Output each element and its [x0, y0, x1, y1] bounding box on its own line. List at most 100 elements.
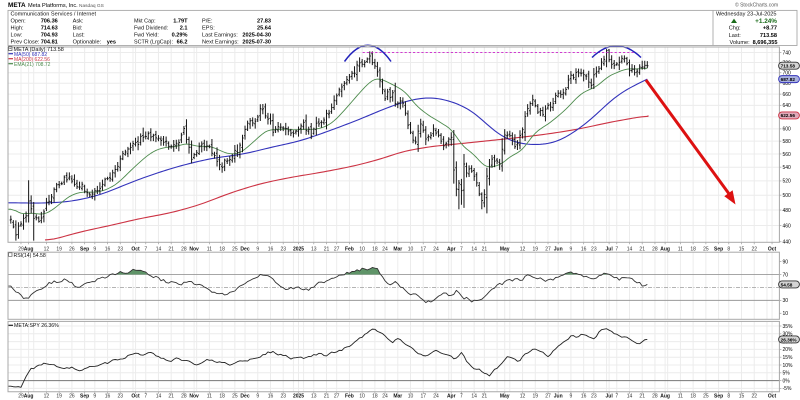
svg-text:14: 14 [471, 246, 477, 252]
svg-text:Jun: Jun [554, 246, 563, 252]
svg-text:28: 28 [181, 246, 187, 252]
svg-text:Volume:: Volume: [730, 40, 751, 46]
svg-text:10: 10 [359, 393, 365, 399]
svg-text:20%: 20% [783, 347, 794, 353]
svg-text:21: 21 [324, 246, 330, 252]
svg-text:MA(200) 622.56: MA(200) 622.56 [14, 57, 50, 63]
svg-text:RSI(14) 54.58: RSI(14) 54.58 [14, 253, 46, 259]
svg-text:7: 7 [460, 246, 463, 252]
svg-text:16: 16 [268, 393, 274, 399]
svg-text:660: 660 [783, 92, 792, 98]
svg-text:9: 9 [93, 393, 96, 399]
svg-text:11: 11 [207, 393, 212, 399]
svg-text:2025-04-30: 2025-04-30 [242, 33, 271, 39]
svg-text:27: 27 [545, 246, 551, 252]
svg-text:7: 7 [615, 393, 618, 399]
svg-text:11: 11 [207, 246, 212, 252]
svg-text:54.58: 54.58 [781, 282, 793, 287]
svg-text:713.58: 713.58 [760, 33, 777, 39]
svg-text:Jul: Jul [605, 246, 613, 252]
svg-text:480: 480 [783, 208, 792, 214]
svg-text:Prev Close:: Prev Close: [11, 40, 40, 46]
svg-text:Apr: Apr [447, 246, 456, 252]
svg-text:17: 17 [420, 246, 426, 252]
svg-text:-5%: -5% [783, 386, 792, 392]
svg-text:5%: 5% [783, 371, 791, 377]
svg-text:8: 8 [727, 246, 730, 252]
svg-text:12: 12 [520, 246, 526, 252]
svg-text:713.58: 713.58 [781, 64, 796, 69]
svg-text:8,696,355: 8,696,355 [753, 40, 778, 46]
svg-text:27.83: 27.83 [257, 19, 271, 25]
svg-text:25: 25 [232, 246, 238, 252]
svg-text:Jul: Jul [605, 393, 613, 399]
svg-text:Mkt Cap:: Mkt Cap: [134, 19, 156, 25]
svg-text:Sep: Sep [80, 393, 89, 399]
svg-text:704.81: 704.81 [41, 40, 58, 46]
svg-text:22: 22 [751, 246, 757, 252]
svg-text:19: 19 [532, 393, 538, 399]
svg-text:18: 18 [690, 393, 696, 399]
svg-text:yes: yes [107, 40, 116, 46]
svg-text:26: 26 [69, 246, 75, 252]
svg-text:21: 21 [168, 393, 174, 399]
svg-text:21: 21 [639, 393, 645, 399]
svg-text:21: 21 [168, 246, 174, 252]
svg-text:7: 7 [460, 393, 463, 399]
svg-text:28: 28 [652, 393, 658, 399]
svg-text:MA(50) 687.82: MA(50) 687.82 [14, 52, 47, 58]
svg-text:18: 18 [219, 246, 225, 252]
svg-text:9: 9 [93, 246, 96, 252]
svg-text:Aug: Aug [24, 246, 34, 252]
svg-text:Sep: Sep [714, 246, 723, 252]
svg-text:Aug: Aug [660, 393, 670, 399]
svg-text:16: 16 [268, 246, 274, 252]
svg-text:520: 520 [783, 179, 792, 185]
svg-text:21: 21 [482, 246, 488, 252]
svg-text:13: 13 [311, 393, 317, 399]
svg-text:27: 27 [334, 393, 340, 399]
svg-text:Feb: Feb [345, 246, 354, 252]
svg-text:Mar: Mar [393, 393, 402, 399]
svg-text:14: 14 [627, 246, 633, 252]
svg-text:580: 580 [783, 139, 792, 145]
svg-text:23: 23 [117, 246, 123, 252]
svg-text:Aug: Aug [24, 393, 34, 399]
svg-text:640: 640 [783, 103, 792, 109]
svg-text:29: 29 [18, 393, 24, 399]
svg-text:1.79T: 1.79T [173, 19, 188, 25]
svg-text:Low:: Low: [11, 33, 23, 39]
svg-text:16: 16 [105, 246, 111, 252]
svg-text:600: 600 [783, 127, 792, 133]
svg-text:SCTR (LrgCap):: SCTR (LrgCap): [134, 40, 173, 46]
svg-text:11: 11 [678, 393, 683, 399]
svg-text:Ask:: Ask: [73, 19, 84, 25]
svg-text:May: May [500, 393, 510, 399]
svg-text:EMA(21) 708.72: EMA(21) 708.72 [14, 62, 51, 68]
svg-text:26.36%: 26.36% [781, 337, 798, 342]
svg-text:Optionable:: Optionable: [73, 40, 102, 46]
svg-text:25: 25 [703, 246, 709, 252]
svg-text:9: 9 [570, 246, 573, 252]
svg-text:560: 560 [783, 152, 792, 158]
svg-text:Last Earnings:: Last Earnings: [202, 33, 238, 39]
svg-text:23: 23 [280, 393, 286, 399]
svg-text:+8.77: +8.77 [763, 26, 777, 32]
svg-text:Fwd Yield:: Fwd Yield: [134, 33, 159, 39]
svg-text:10: 10 [408, 246, 414, 252]
svg-text:35%: 35% [783, 324, 794, 330]
svg-text:12: 12 [44, 393, 50, 399]
svg-text:Oct: Oct [131, 246, 140, 252]
svg-text:Bid:: Bid: [73, 26, 83, 32]
svg-text:Mar: Mar [393, 246, 402, 252]
svg-text:30: 30 [783, 298, 789, 304]
svg-text:Meta Platforms, Inc.: Meta Platforms, Inc. [28, 3, 78, 9]
svg-text:Nov: Nov [189, 246, 199, 252]
svg-text:90: 90 [783, 259, 789, 265]
svg-text:16: 16 [105, 393, 111, 399]
svg-text:META (Daily) 713.58: META (Daily) 713.58 [14, 47, 64, 53]
svg-text:P/E:: P/E: [202, 19, 213, 25]
svg-text:9: 9 [256, 246, 259, 252]
svg-text:High:: High: [11, 26, 25, 32]
svg-text:Next Earnings:: Next Earnings: [202, 40, 239, 46]
